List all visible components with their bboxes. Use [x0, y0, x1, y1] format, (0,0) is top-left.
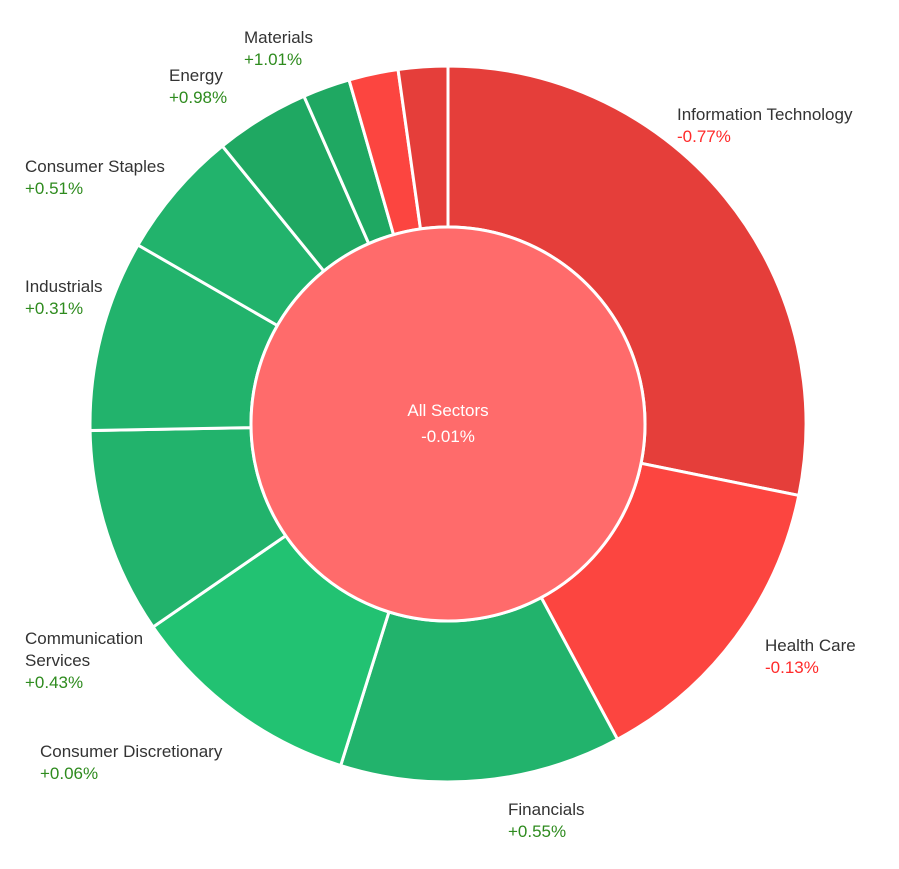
label-name-health-care: Health Care [765, 636, 856, 655]
label-information-technology: Information Technology -0.77% [677, 105, 853, 146]
sector-labels: Information Technology -0.77% Health Care -… [25, 28, 856, 841]
label-financials: Financials +0.55% [508, 800, 585, 841]
label-consumer-staples: Consumer Staples +0.51% [25, 157, 165, 198]
center-circle[interactable] [249, 225, 647, 623]
label-change-consumer-staples: +0.51% [25, 179, 83, 198]
center-label: All Sectors [407, 401, 488, 420]
label-name-consumer-discretionary: Consumer Discretionary [40, 742, 223, 761]
center-node[interactable]: All Sectors -0.01% [249, 225, 647, 623]
label-change-industrials: +0.31% [25, 299, 83, 318]
label-energy: Energy +0.98% [169, 66, 227, 107]
label-name-financials: Financials [508, 800, 585, 819]
label-change-consumer-discretionary: +0.06% [40, 764, 98, 783]
label-name-communication-services: Communication [25, 629, 143, 648]
label-materials: Materials +1.01% [244, 28, 313, 69]
label-name-energy: Energy [169, 66, 223, 85]
label-name-consumer-staples: Consumer Staples [25, 157, 165, 176]
label-name-communication-services-line2: Services [25, 651, 90, 670]
label-name-information-technology: Information Technology [677, 105, 853, 124]
label-change-information-technology: -0.77% [677, 127, 731, 146]
sunburst-rings [88, 64, 808, 784]
label-name-industrials: Industrials [25, 277, 102, 296]
label-change-health-care: -0.13% [765, 658, 819, 677]
label-industrials: Industrials +0.31% [25, 277, 102, 318]
label-communication-services: Communication Services +0.43% [25, 629, 143, 692]
label-health-care: Health Care -0.13% [765, 636, 856, 677]
label-change-financials: +0.55% [508, 822, 566, 841]
label-consumer-discretionary: Consumer Discretionary +0.06% [40, 742, 223, 783]
label-change-communication-services: +0.43% [25, 673, 83, 692]
center-change: -0.01% [421, 427, 475, 446]
label-change-energy: +0.98% [169, 88, 227, 107]
label-name-materials: Materials [244, 28, 313, 47]
label-change-materials: +1.01% [244, 50, 302, 69]
